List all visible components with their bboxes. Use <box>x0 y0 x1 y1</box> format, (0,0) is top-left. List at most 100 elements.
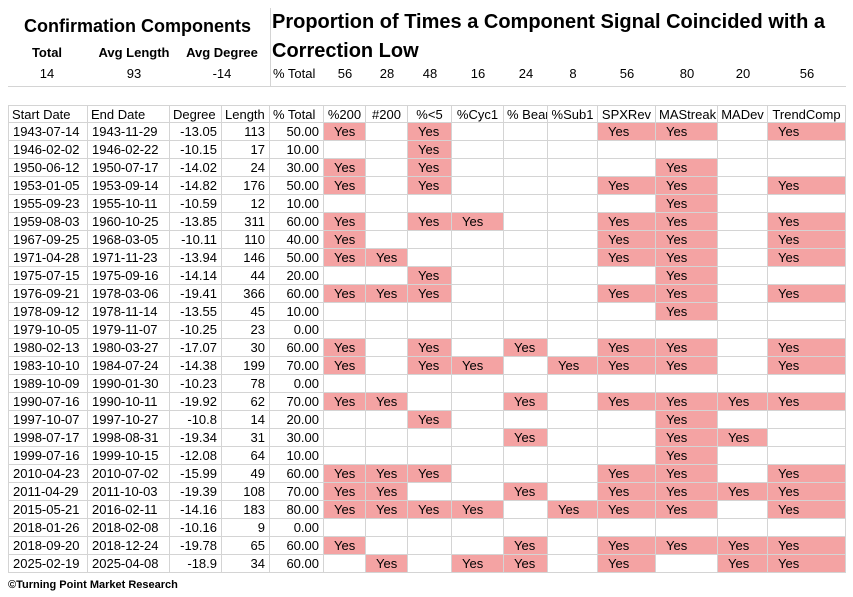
empty-cell <box>548 339 598 357</box>
signal-cell: Yes <box>768 177 846 195</box>
summary-label: % Total <box>273 66 316 81</box>
cell: 20.00 <box>270 411 324 429</box>
column-header: Length <box>222 105 270 123</box>
empty-cell <box>452 429 504 447</box>
cell: -13.94 <box>170 249 222 267</box>
empty-cell <box>598 303 656 321</box>
signal-cell: Yes <box>408 159 452 177</box>
cell: 24 <box>222 159 270 177</box>
cell: -10.59 <box>170 195 222 213</box>
empty-cell <box>504 501 548 519</box>
cell: 1978-09-12 <box>8 303 88 321</box>
empty-cell <box>366 195 408 213</box>
empty-cell <box>718 501 768 519</box>
empty-cell <box>768 411 846 429</box>
cell: 1960-10-25 <box>88 213 170 231</box>
signal-cell: Yes <box>366 249 408 267</box>
signal-cell: Yes <box>598 213 656 231</box>
empty-cell <box>768 429 846 447</box>
empty-cell <box>324 555 366 573</box>
empty-cell <box>452 249 504 267</box>
empty-cell <box>408 321 452 339</box>
column-header: End Date <box>88 105 170 123</box>
signal-cell: Yes <box>598 123 656 141</box>
cell: -13.85 <box>170 213 222 231</box>
signal-cell: Yes <box>504 555 548 573</box>
signal-cell: Yes <box>768 285 846 303</box>
empty-cell <box>718 303 768 321</box>
cell: 1997-10-27 <box>88 411 170 429</box>
cell: 1989-10-09 <box>8 375 88 393</box>
cell: -17.07 <box>170 339 222 357</box>
empty-cell <box>452 465 504 483</box>
empty-cell <box>452 339 504 357</box>
empty-cell <box>504 357 548 375</box>
cell: -19.78 <box>170 537 222 555</box>
cell: 60.00 <box>270 339 324 357</box>
cell: -14.82 <box>170 177 222 195</box>
column-header: SPXRev <box>598 105 656 123</box>
signal-cell: Yes <box>768 213 846 231</box>
cell: 1953-01-05 <box>8 177 88 195</box>
cell: 1983-10-10 <box>8 357 88 375</box>
empty-cell <box>548 375 598 393</box>
empty-cell <box>768 303 846 321</box>
empty-cell <box>324 267 366 285</box>
empty-cell <box>366 429 408 447</box>
stat-value: 14 <box>39 66 55 81</box>
cell: 183 <box>222 501 270 519</box>
cell: 1984-07-24 <box>88 357 170 375</box>
cell: 2015-05-21 <box>8 501 88 519</box>
summary-value: 56 <box>619 66 635 81</box>
cell: 50.00 <box>270 249 324 267</box>
signal-cell: Yes <box>324 357 366 375</box>
empty-cell <box>452 141 504 159</box>
cell: 34 <box>222 555 270 573</box>
cell: -10.8 <box>170 411 222 429</box>
cell: 1955-09-23 <box>8 195 88 213</box>
empty-cell <box>548 213 598 231</box>
cell: 14 <box>222 411 270 429</box>
signal-cell: Yes <box>656 465 718 483</box>
empty-cell <box>452 519 504 537</box>
empty-cell <box>324 429 366 447</box>
divider <box>8 86 846 87</box>
empty-cell <box>452 159 504 177</box>
cell: 10.00 <box>270 195 324 213</box>
empty-cell <box>324 141 366 159</box>
signal-cell: Yes <box>408 285 452 303</box>
signal-cell: Yes <box>408 267 452 285</box>
empty-cell <box>408 375 452 393</box>
empty-cell <box>718 123 768 141</box>
signal-cell: Yes <box>324 177 366 195</box>
cell: 20.00 <box>270 267 324 285</box>
cell: -18.9 <box>170 555 222 573</box>
empty-cell <box>504 303 548 321</box>
empty-cell <box>504 231 548 249</box>
summary-value: 80 <box>679 66 695 81</box>
empty-cell <box>366 339 408 357</box>
signal-cell: Yes <box>656 501 718 519</box>
empty-cell <box>504 267 548 285</box>
empty-cell <box>598 411 656 429</box>
signal-cell: Yes <box>656 123 718 141</box>
empty-cell <box>768 447 846 465</box>
signal-cell: Yes <box>598 177 656 195</box>
empty-cell <box>548 429 598 447</box>
signal-cell: Yes <box>598 537 656 555</box>
cell: 64 <box>222 447 270 465</box>
empty-cell <box>452 537 504 555</box>
empty-cell <box>504 411 548 429</box>
signal-cell: Yes <box>768 465 846 483</box>
signal-cell: Yes <box>324 249 366 267</box>
empty-cell <box>452 285 504 303</box>
empty-cell <box>366 357 408 375</box>
signal-cell: Yes <box>598 501 656 519</box>
cell: 0.00 <box>270 375 324 393</box>
signal-cell: Yes <box>548 357 598 375</box>
cell: 1971-11-23 <box>88 249 170 267</box>
stat-value: -14 <box>212 66 232 81</box>
cell: -13.55 <box>170 303 222 321</box>
signal-cell: Yes <box>768 339 846 357</box>
